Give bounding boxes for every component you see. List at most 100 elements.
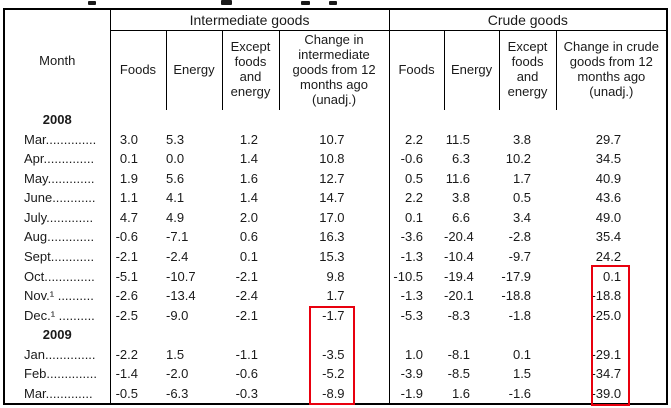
data-cell: 1.9 (119, 170, 138, 186)
data-cell: 4.9 (166, 209, 185, 225)
month-cell: Oct.............. (5, 266, 111, 286)
data-cell: -7.1 (166, 229, 189, 245)
group-header-intermediate-goods: Intermediate goods (110, 10, 390, 31)
table-row: Oct.............. -5.1 -10.7 -2.1 9.8 -1… (5, 266, 666, 286)
data-cell: -0.6 (235, 366, 258, 382)
data-cell (388, 110, 445, 130)
table-row: Nov.¹ .......... -2.6 -13.4 -2.4 1.7 -1.… (5, 285, 666, 306)
data-cell: -39.0 (591, 385, 622, 401)
data-cell: 0.5 (388, 168, 445, 189)
data-cell: 34.5 (595, 151, 622, 167)
col-header-int-except-foods-energy: Except foods and energy (221, 30, 279, 110)
data-cell: -2.1 (235, 307, 258, 323)
data-cell (222, 110, 279, 130)
table-row: Jan.............. -2.2 1.5 -1.1 -3.5 1.0… (5, 344, 666, 364)
scan-artifact (301, 1, 310, 5)
data-cell: -5.3 (388, 305, 445, 325)
data-cell: 0.1 (512, 346, 532, 362)
col-header-crude-except-foods-energy: Except foods and energy (498, 30, 557, 110)
data-cell: -1.9 (388, 383, 445, 403)
data-cell: 5.6 (166, 170, 185, 186)
data-cell: 1.0 (388, 344, 445, 364)
data-cell: -2.6 (115, 288, 138, 304)
data-cell: -10.4 (444, 248, 474, 264)
table-row: Sept............ -2.1 -2.4 0.1 15.3 -1.3… (5, 246, 666, 267)
data-cell (499, 110, 556, 130)
table-row-year: 2008 (5, 110, 666, 130)
scan-artifact (329, 1, 337, 5)
data-cell: -8.3 (447, 307, 471, 323)
table-row: Mar............. -0.5 -6.3 -0.3 -8.9 -1.… (5, 383, 666, 403)
data-cell: -2.1 (235, 268, 258, 284)
data-cell: -2.1 (115, 248, 138, 264)
month-cell: Aug............. (5, 227, 111, 247)
data-cell: -2.2 (115, 346, 138, 362)
col-header-crude-energy: Energy (443, 30, 500, 110)
data-cell: 1.5 (512, 366, 532, 382)
data-cell: -9.0 (166, 307, 189, 323)
data-cell: -3.9 (388, 363, 445, 384)
data-cell: -18.8 (501, 288, 532, 304)
data-cell (279, 325, 389, 345)
data-cell: -1.3 (388, 246, 445, 267)
data-cell: 0.1 (119, 151, 138, 167)
data-cell: -2.4 (235, 288, 258, 304)
data-cell: -1.1 (235, 346, 258, 362)
data-cell: 4.7 (119, 209, 138, 225)
data-cell: -25.0 (591, 307, 622, 323)
data-cell: 49.0 (595, 209, 622, 225)
month-cell: July............. (5, 207, 111, 228)
data-cell: -3.5 (322, 346, 345, 362)
data-cell: 2.2 (388, 129, 445, 150)
col-header-crude-foods: Foods (388, 30, 445, 110)
data-cell (388, 324, 445, 345)
data-cell (444, 110, 499, 130)
data-cell: -2.4 (166, 248, 189, 264)
sub-header-row: Foods Energy Except foods and energy Cha… (5, 30, 667, 110)
table-row: May............. 1.9 5.6 1.6 12.7 0.5 11… (5, 168, 666, 189)
table-row: Apr.............. 0.1 0.0 1.4 10.8 -0.6 … (5, 149, 666, 169)
data-cell (499, 325, 556, 345)
data-cell: -8.5 (447, 366, 471, 382)
data-cell: -6.3 (166, 385, 189, 401)
data-cell: -20.4 (444, 229, 474, 245)
group-header-row: Month Intermediate goods Crude goods (5, 10, 667, 110)
ppi-table-frame: Month Intermediate goods Crude goods Foo… (3, 8, 669, 405)
data-cell: -0.3 (235, 385, 258, 401)
data-cell: 3.4 (512, 209, 532, 225)
data-cell: 6.6 (451, 209, 471, 225)
data-cell: 1.5 (166, 346, 185, 362)
data-cell (556, 110, 666, 130)
data-cell: 2.0 (239, 209, 258, 225)
data-cell: 0.1 (603, 268, 622, 284)
month-cell: Dec.¹ .......... (5, 305, 111, 325)
data-cell: 43.6 (595, 190, 622, 206)
month-cell: Jan.............. (5, 344, 111, 364)
data-cell: 40.9 (595, 170, 622, 186)
scan-artifact (221, 0, 232, 5)
data-cell: 0.1 (388, 207, 445, 228)
data-cell: 0.1 (239, 248, 258, 264)
data-cell: -5.2 (322, 366, 345, 382)
col-header-crude-change-12mo: Change in crude goods from 12 months ago… (555, 30, 667, 110)
data-cell: 10.2 (505, 151, 532, 167)
data-cell: 6.3 (451, 151, 471, 167)
col-header-int-energy: Energy (165, 30, 222, 110)
data-cell (166, 325, 222, 345)
month-cell: Sept............ (5, 246, 111, 267)
year-label: 2008 (5, 110, 111, 130)
data-cell: -3.6 (388, 227, 445, 247)
data-cell: 1.2 (239, 131, 258, 147)
data-cell: -1.3 (388, 285, 445, 306)
data-cell: 0.5 (512, 190, 532, 206)
data-cell: 1.4 (239, 151, 258, 167)
table-row: Feb.............. -1.4 -2.0 -0.6 -5.2 -3… (5, 363, 666, 384)
data-cell: 24.2 (595, 248, 622, 264)
data-cell: -17.9 (501, 268, 532, 284)
data-cell: 35.4 (595, 229, 622, 245)
data-cell: -29.1 (591, 346, 622, 362)
data-cell: -0.6 (388, 149, 445, 169)
data-cell: 1.6 (239, 170, 258, 186)
table-row: June............ 1.1 4.1 1.4 14.7 2.2 3.… (5, 188, 666, 208)
data-cell: 10.7 (319, 131, 345, 147)
